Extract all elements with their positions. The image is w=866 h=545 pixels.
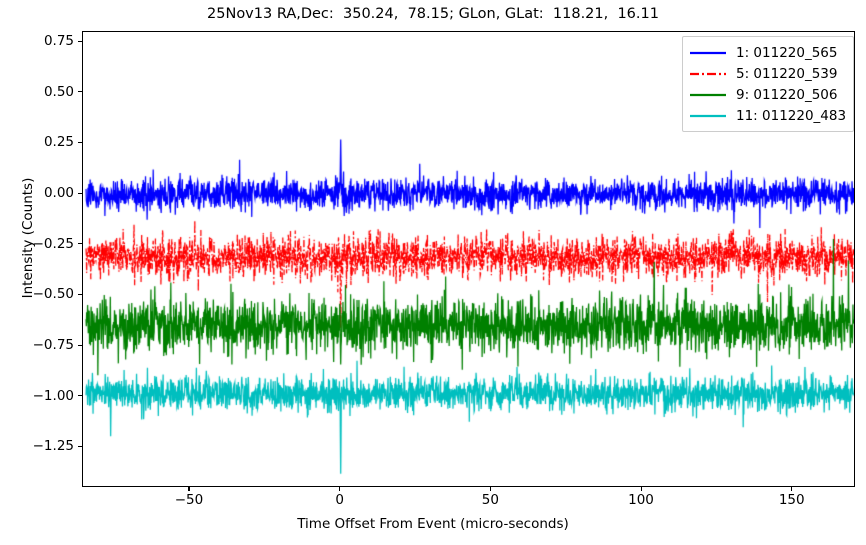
legend-line-swatch bbox=[689, 47, 727, 59]
legend-label: 9: 011220_506 bbox=[736, 86, 838, 103]
legend-label: 11: 011220_483 bbox=[736, 107, 847, 124]
y-tick-mark bbox=[78, 91, 82, 93]
x-tick-mark bbox=[188, 487, 190, 491]
y-tick-mark bbox=[78, 344, 82, 346]
x-tick-label: 150 bbox=[778, 492, 805, 508]
chart-title: 25Nov13 RA,Dec: 350.24, 78.15; GLon, GLa… bbox=[207, 6, 659, 22]
x-tick-label: −50 bbox=[174, 492, 204, 508]
x-tick-mark bbox=[339, 487, 341, 491]
x-tick-label: 100 bbox=[628, 492, 654, 508]
y-tick-label: 0.75 bbox=[43, 33, 74, 50]
y-axis-label: Intensity (Counts) bbox=[20, 177, 36, 299]
legend: 1: 011220_565 5: 011220_539 9: 011220_506 1… bbox=[682, 36, 855, 132]
y-tick-mark bbox=[78, 243, 82, 245]
legend-line-swatch bbox=[689, 68, 727, 80]
legend-entry: 5: 011220_539 bbox=[689, 63, 846, 84]
x-axis-label: Time Offset From Event (micro-seconds) bbox=[297, 516, 569, 532]
y-tick-label: −0.75 bbox=[32, 337, 74, 354]
x-tick-mark bbox=[489, 487, 491, 491]
y-tick-label: 0.50 bbox=[43, 83, 74, 100]
y-tick-label: 0.25 bbox=[43, 134, 74, 151]
y-tick-label: −1.25 bbox=[32, 438, 74, 455]
y-tick-label: −0.25 bbox=[32, 235, 74, 252]
x-tick-label: 0 bbox=[335, 492, 344, 508]
y-tick-mark bbox=[78, 192, 82, 194]
legend-entry: 11: 011220_483 bbox=[689, 105, 846, 126]
y-tick-mark bbox=[78, 395, 82, 397]
y-tick-label: −0.50 bbox=[32, 286, 74, 303]
x-tick-mark bbox=[640, 487, 642, 491]
legend-entry: 9: 011220_506 bbox=[689, 84, 846, 105]
y-tick-mark bbox=[78, 141, 82, 144]
y-axis-tick-labels: 0.75 0.50 0.25 0.00 −0.25 −0.50 −0.75 −1.00 −1.2… bbox=[0, 0, 74, 545]
x-tick-label: 50 bbox=[481, 492, 499, 508]
legend-line-swatch bbox=[689, 110, 727, 122]
y-tick-mark bbox=[78, 445, 82, 448]
legend-entry: 1: 011220_565 bbox=[689, 42, 846, 63]
y-tick-label: 0.00 bbox=[43, 185, 74, 202]
y-tick-mark bbox=[78, 40, 82, 42]
x-tick-mark bbox=[791, 487, 793, 491]
legend-label: 5: 011220_539 bbox=[736, 65, 838, 82]
legend-label: 1: 011220_565 bbox=[736, 44, 838, 61]
legend-line-swatch bbox=[689, 89, 727, 101]
y-tick-mark bbox=[78, 293, 82, 296]
y-tick-label: −1.00 bbox=[32, 387, 74, 404]
